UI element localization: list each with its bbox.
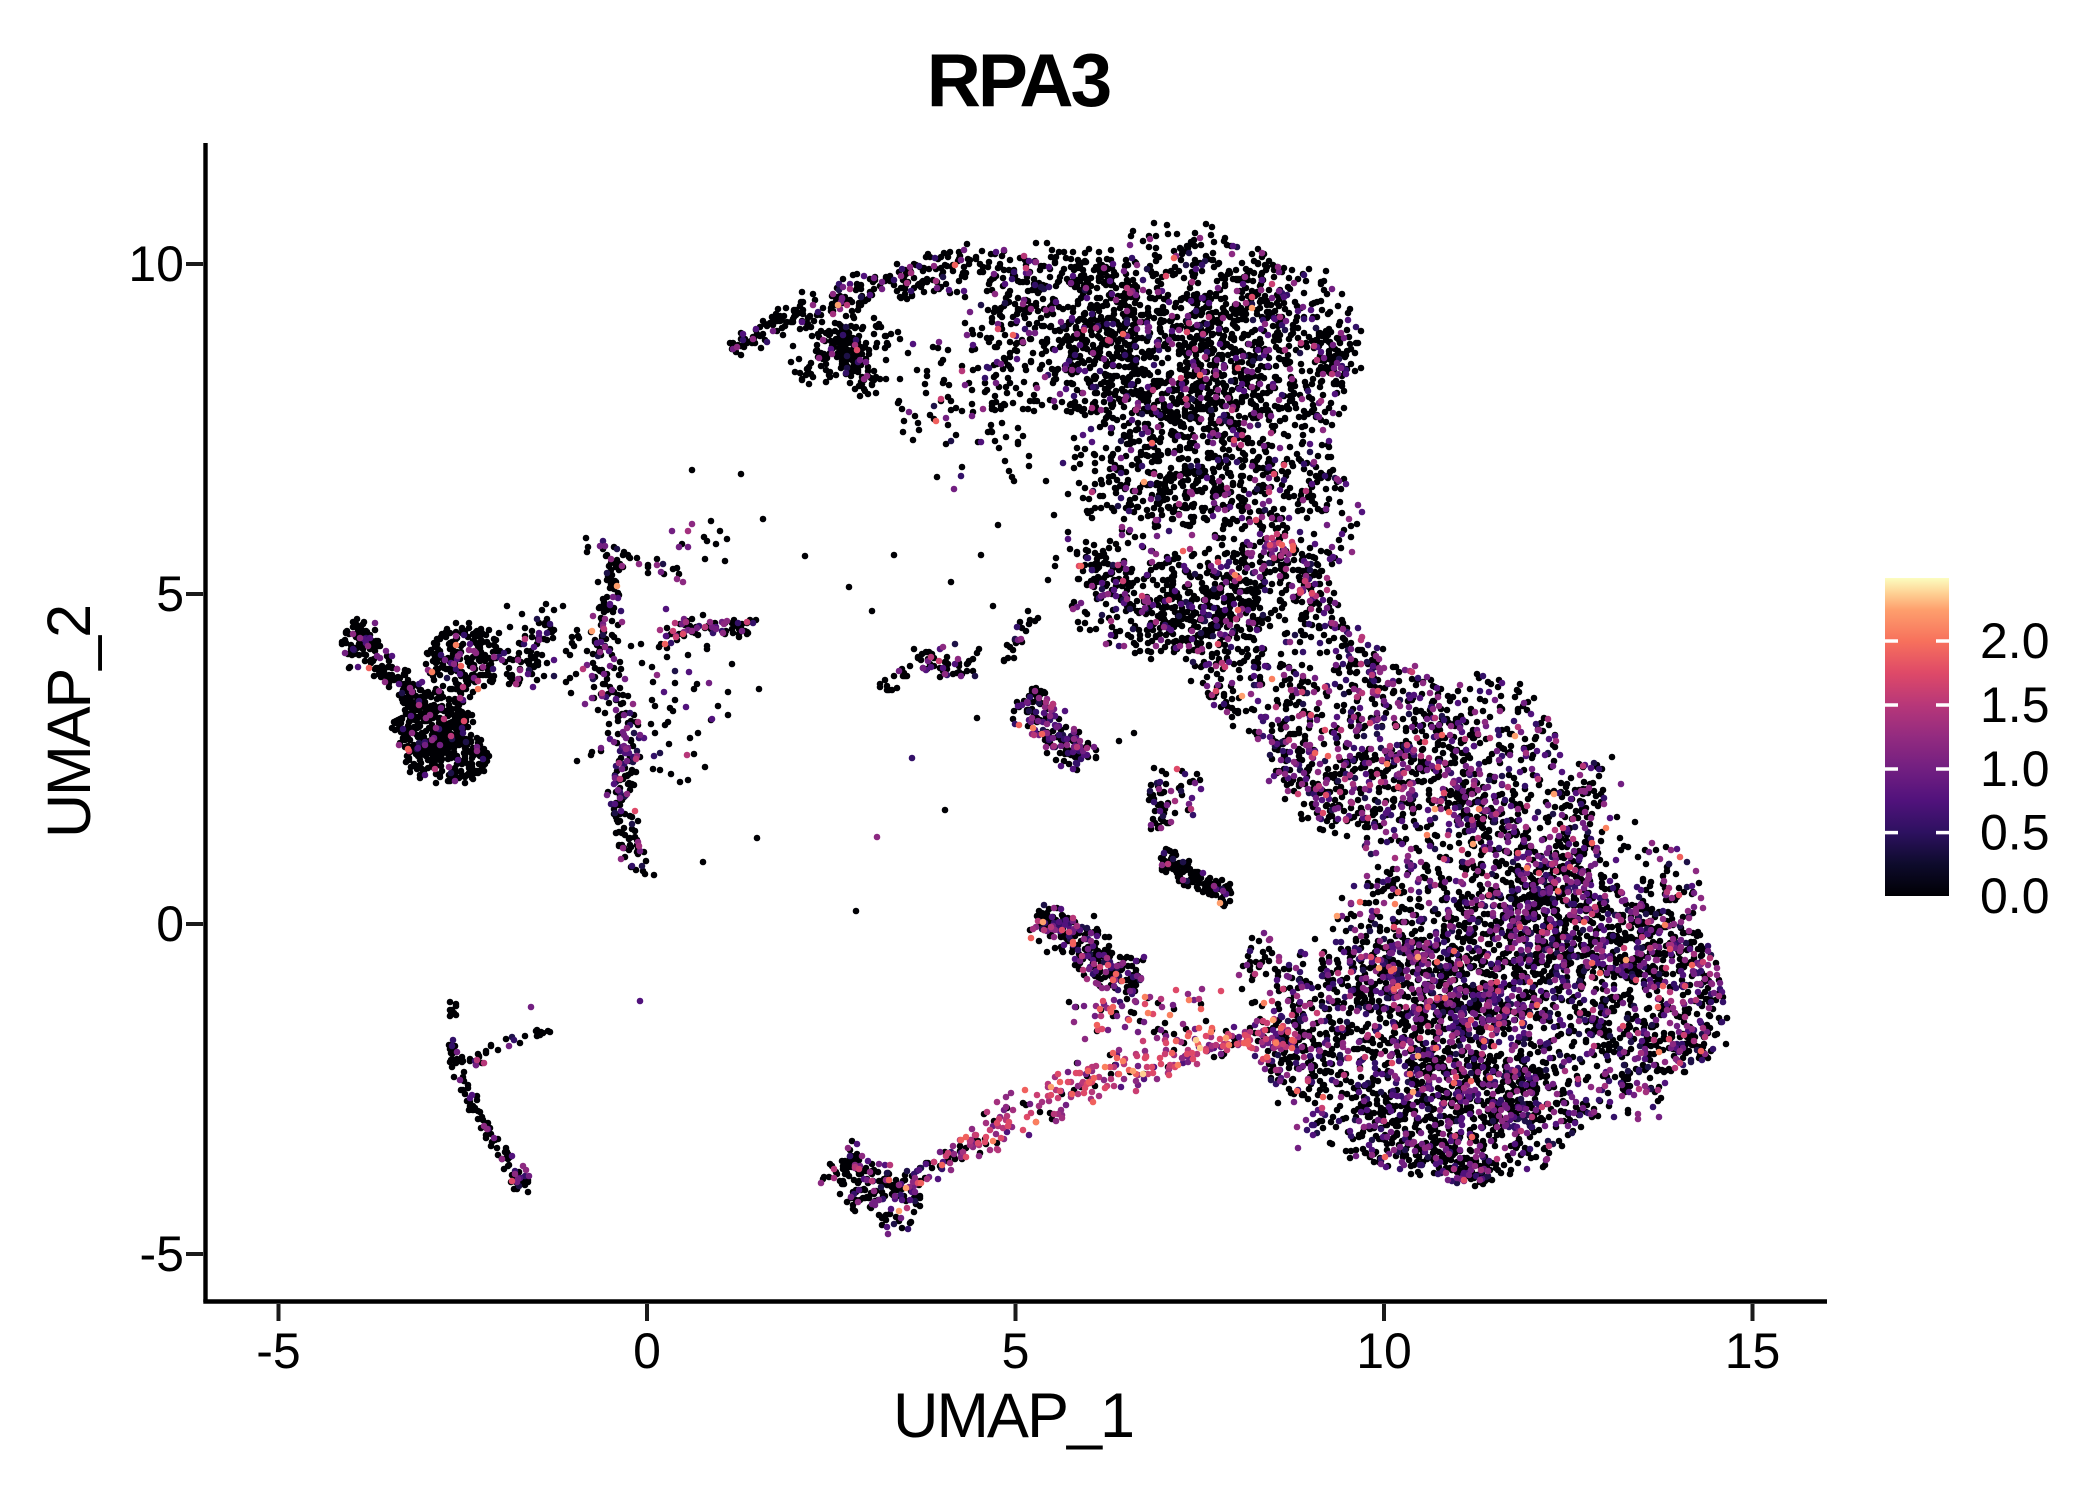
svg-text:0: 0	[156, 896, 184, 952]
svg-text:10: 10	[128, 236, 184, 292]
svg-text:0.5: 0.5	[1980, 805, 2050, 861]
svg-text:RPA3: RPA3	[927, 38, 1110, 122]
svg-text:2.0: 2.0	[1980, 613, 2050, 669]
svg-text:0: 0	[633, 1323, 661, 1379]
svg-text:5: 5	[1002, 1323, 1030, 1379]
svg-text:5: 5	[156, 566, 184, 622]
svg-text:0.0: 0.0	[1980, 868, 2050, 924]
svg-text:UMAP_1: UMAP_1	[893, 1381, 1133, 1451]
svg-text:15: 15	[1725, 1323, 1781, 1379]
svg-text:1.5: 1.5	[1980, 677, 2050, 733]
svg-text:UMAP_2: UMAP_2	[35, 606, 103, 838]
svg-text:-5: -5	[256, 1323, 300, 1379]
svg-text:-5: -5	[140, 1226, 184, 1282]
svg-text:1.0: 1.0	[1980, 741, 2050, 797]
svg-text:10: 10	[1356, 1323, 1412, 1379]
